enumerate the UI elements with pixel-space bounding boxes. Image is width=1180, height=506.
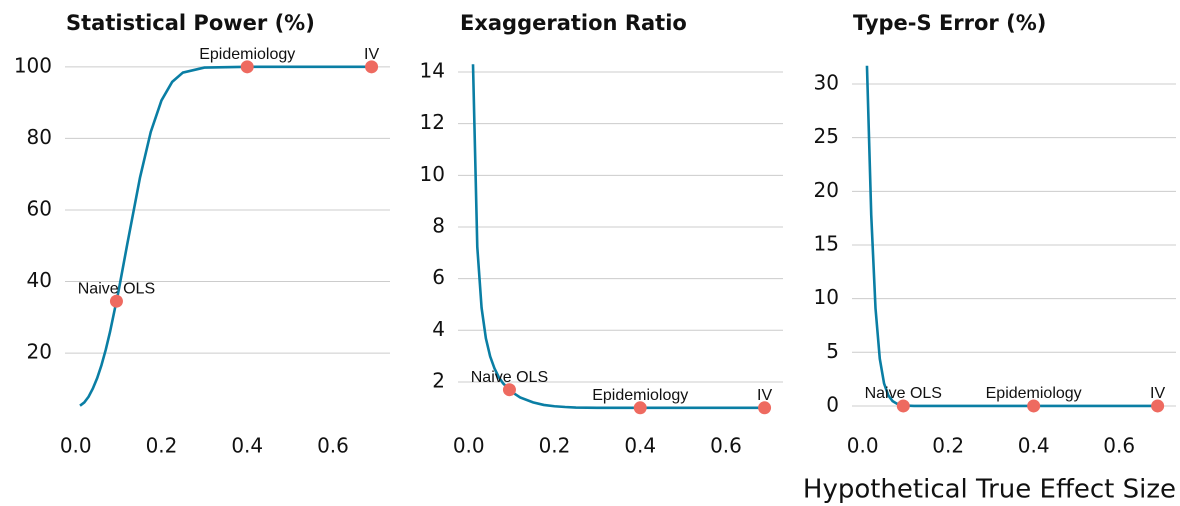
y-tick-label: 0 [826, 392, 839, 416]
y-tick-label: 80 [27, 125, 52, 149]
x-tick-label: 0.4 [1018, 434, 1050, 458]
point [109, 294, 123, 308]
point-label: Naive OLS [471, 369, 548, 386]
curve [471, 64, 765, 410]
point [896, 399, 910, 413]
curve [865, 65, 1158, 408]
point [365, 60, 379, 74]
y-tick-label: 25 [814, 124, 839, 148]
point-label: Epidemiology [592, 387, 688, 404]
x-tick-label: 0.6 [710, 434, 742, 458]
y-tick-label: 15 [814, 231, 839, 255]
point-label: Epidemiology [199, 46, 295, 63]
x-axis-label: Hypothetical True Effect Size [803, 475, 1176, 505]
y-tick-label: 2 [432, 368, 445, 392]
y-tick-label: 20 [27, 340, 52, 364]
y-tick-label: 8 [432, 213, 445, 237]
point-label: IV [757, 387, 772, 404]
x-tick-label: 0.6 [1103, 434, 1135, 458]
x-tick-label: 0.4 [624, 434, 656, 458]
x-tick-label: 0.0 [60, 434, 92, 458]
y-tick-label: 5 [826, 339, 839, 363]
point [502, 383, 516, 397]
point [758, 401, 772, 415]
y-tick-label: 20 [814, 178, 839, 202]
y-tick-label: 30 [814, 71, 839, 95]
x-tick-label: 0.0 [847, 434, 879, 458]
x-tick-label: 0.6 [317, 434, 349, 458]
y-tick-label: 12 [420, 110, 445, 134]
x-tick-label: 0.4 [231, 434, 263, 458]
point-label: IV [364, 46, 379, 63]
y-tick-label: 10 [420, 162, 445, 186]
y-tick-label: 14 [420, 59, 445, 83]
point-label: Naive OLS [78, 280, 155, 297]
x-tick-label: 0.2 [539, 434, 571, 458]
y-tick-label: 10 [814, 285, 839, 309]
panel-title: Statistical Power (%) [66, 11, 315, 35]
y-tick-label: 60 [27, 196, 52, 220]
point-label: Naive OLS [865, 385, 942, 402]
point [240, 60, 254, 74]
y-tick-label: 6 [432, 265, 445, 289]
panel-title: Type-S Error (%) [853, 11, 1046, 35]
point [1027, 399, 1041, 413]
y-tick-label: 40 [27, 268, 52, 292]
y-tick-label: 100 [14, 53, 52, 77]
point-label: Epidemiology [986, 385, 1082, 402]
point [1151, 399, 1165, 413]
panel-title: Exaggeration Ratio [460, 11, 687, 35]
x-tick-label: 0.2 [932, 434, 964, 458]
point [633, 401, 647, 415]
curve [79, 65, 372, 407]
x-tick-label: 0.2 [146, 434, 178, 458]
y-tick-label: 4 [432, 317, 445, 341]
point-label: IV [1150, 385, 1165, 402]
x-tick-label: 0.0 [453, 434, 485, 458]
